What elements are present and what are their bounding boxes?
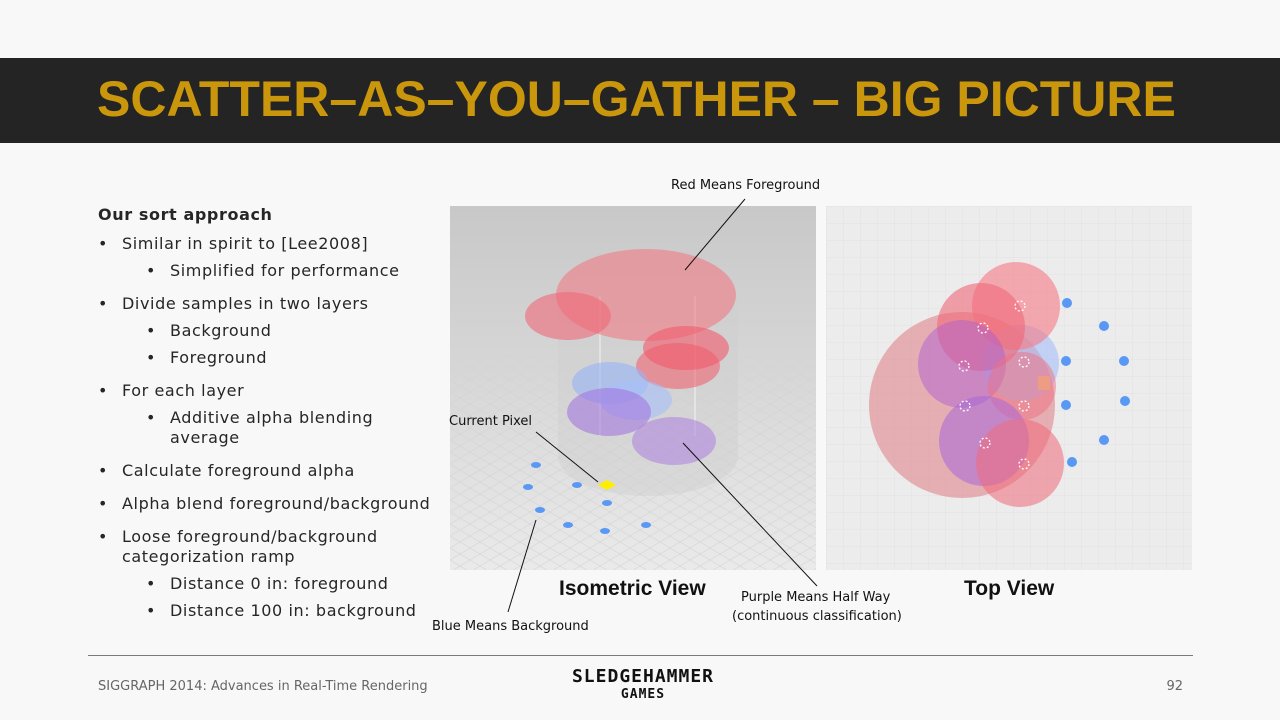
slide-title: SCATTER–AS–YOU–GATHER – BIG PICTURE xyxy=(97,71,1176,127)
bullet-item: Divide samples in two layers xyxy=(98,294,438,314)
sub-bullet-item: Additive alpha blending average xyxy=(98,408,438,448)
sub-bullet-item: Background xyxy=(98,321,438,341)
footer-conference: SIGGRAPH 2014: Advances in Real-Time Ren… xyxy=(98,679,428,694)
callout-purple-halfway: Purple Means Half Way xyxy=(741,590,891,605)
red-disc xyxy=(976,419,1064,507)
bullet-item: Calculate foreground alpha xyxy=(98,461,438,481)
callout-purple-classification: (continuous classification) xyxy=(732,609,902,624)
bullet-list: Our sort approach Similar in spirit to [… xyxy=(98,205,438,621)
bullet-item: Loose foreground/background categorizati… xyxy=(98,527,438,567)
bullet-item: Similar in spirit to [Lee2008] xyxy=(98,234,438,254)
sub-bullet-item: Foreground xyxy=(98,348,438,368)
footer-divider xyxy=(88,655,1193,656)
sub-bullet-item: Simplified for performance xyxy=(98,261,438,281)
page-number: 92 xyxy=(1166,679,1183,694)
isometric-view-image xyxy=(450,206,816,570)
bullet-item: Alpha blend foreground/background xyxy=(98,494,438,514)
sub-bullet-item: Distance 0 in: foreground xyxy=(98,574,438,594)
sub-bullet-item: Distance 100 in: background xyxy=(98,601,438,621)
title-bar: SCATTER–AS–YOU–GATHER – BIG PICTURE xyxy=(0,58,1280,143)
bullet-item: For each layer xyxy=(98,381,438,401)
top-view-label: Top View xyxy=(964,577,1055,600)
current-pixel-marker xyxy=(598,480,616,490)
purple-disc xyxy=(918,320,1006,408)
purple-disc xyxy=(567,388,651,436)
callout-blue-background: Blue Means Background xyxy=(432,619,589,634)
purple-disc xyxy=(632,417,716,465)
bullet-heading: Our sort approach xyxy=(98,205,273,224)
top-view-image xyxy=(826,206,1192,570)
callout-red-foreground: Red Means Foreground xyxy=(671,178,821,193)
red-disc xyxy=(636,343,720,389)
sledgehammer-logo: SLEDGEHAMMER GAMES xyxy=(571,666,715,703)
isometric-view-label: Isometric View xyxy=(559,577,706,600)
callout-current-pixel: Current Pixel xyxy=(449,414,533,429)
red-disc xyxy=(525,292,611,340)
